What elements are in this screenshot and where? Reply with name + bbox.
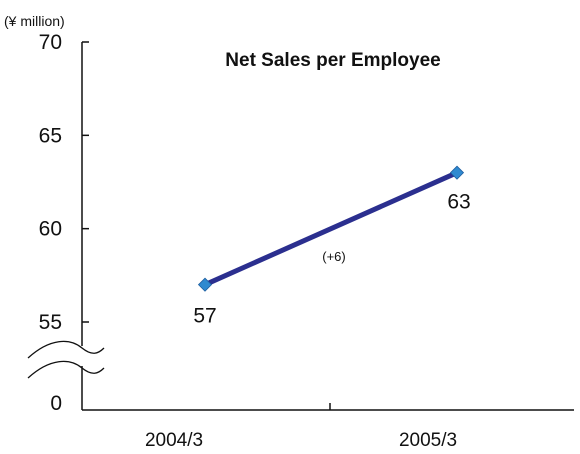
x-tick-label: 2005/3 [399, 430, 457, 451]
x-ticks: 2004/3 2005/3 [145, 403, 457, 451]
data-labels: 57 63 [193, 191, 470, 328]
y-unit-label: (¥ million) [4, 13, 65, 29]
series-layer [197, 165, 465, 292]
change-annotation: (+6) [322, 249, 345, 264]
data-label: 57 [193, 305, 216, 328]
data-label: 63 [447, 191, 470, 214]
y-tick-label: 55 [39, 311, 62, 334]
y-tick-label: 70 [39, 31, 62, 54]
y-tick-label: 0 [50, 392, 62, 415]
y-tick-label: 65 [39, 124, 62, 147]
axis-break-upper-wave [27, 340, 105, 359]
data-point-marker [197, 277, 213, 292]
axis-break-lower-wave [27, 360, 105, 379]
x-tick-label: 2004/3 [145, 430, 203, 451]
chart-title: Net Sales per Employee [225, 50, 440, 71]
data-point-marker [449, 165, 465, 180]
series-line [202, 170, 460, 288]
y-ticks: 0 55 60 65 70 [39, 31, 89, 415]
y-tick-label: 60 [39, 218, 62, 241]
